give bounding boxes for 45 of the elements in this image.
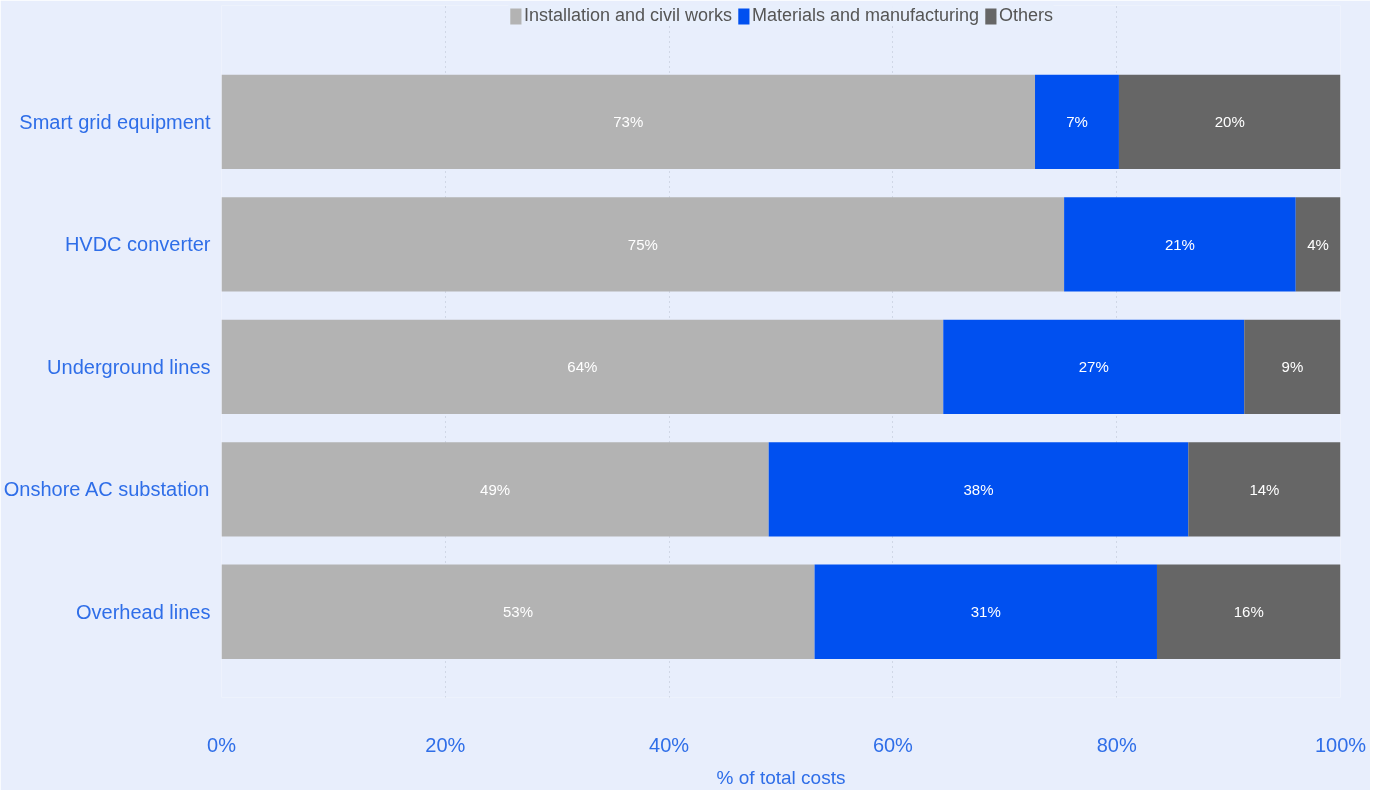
bar	[1156, 564, 1341, 659]
data-label: 27%	[1078, 358, 1109, 376]
x-tick-label: 20%	[425, 733, 466, 756]
x-tick-label: 60%	[872, 733, 914, 756]
bar	[221, 74, 1036, 170]
y-tick-label: HVDC converter	[64, 233, 211, 256]
data-label: 7%	[1066, 113, 1088, 131]
bar	[1064, 197, 1296, 292]
bar	[221, 564, 815, 659]
y-tick-label: Overhead lines	[75, 600, 211, 623]
bar	[221, 442, 769, 537]
bar	[814, 564, 1157, 659]
data-label: 53%	[503, 603, 534, 621]
data-label: 73%	[613, 113, 644, 131]
x-tick-label: 100%	[1314, 733, 1367, 756]
x-axis-title: % of total costs	[716, 766, 846, 788]
data-label: 31%	[970, 603, 1001, 621]
x-tick-label: 40%	[649, 733, 690, 756]
bar	[943, 319, 1245, 414]
bar	[768, 442, 1189, 537]
legend-label: Materials and manufacturing	[751, 5, 980, 26]
data-label: 75%	[627, 235, 658, 253]
legend-label: Installation and civil works	[523, 5, 732, 26]
data-label: 14%	[1249, 480, 1280, 498]
bar	[1295, 197, 1341, 292]
bar	[1035, 74, 1119, 170]
bar	[1244, 319, 1341, 414]
bar	[1188, 442, 1341, 537]
bar	[221, 319, 944, 414]
bar	[1118, 74, 1341, 170]
data-label: 49%	[480, 480, 511, 498]
data-label: 16%	[1233, 603, 1264, 621]
data-label: 9%	[1281, 358, 1304, 376]
data-label: 4%	[1307, 235, 1329, 253]
x-tick-label: 80%	[1096, 733, 1137, 756]
data-label: 38%	[963, 480, 994, 498]
y-tick-label: Onshore AC substation	[3, 478, 210, 501]
y-tick-label: Underground lines	[47, 355, 211, 378]
legend-label: Others	[999, 5, 1054, 26]
x-tick-label: 0%	[207, 733, 237, 756]
data-label: 20%	[1214, 113, 1245, 131]
y-tick-label: Smart grid equipment	[19, 110, 211, 133]
data-label: 21%	[1164, 235, 1195, 253]
data-label: 64%	[567, 358, 598, 376]
bar	[221, 197, 1065, 292]
